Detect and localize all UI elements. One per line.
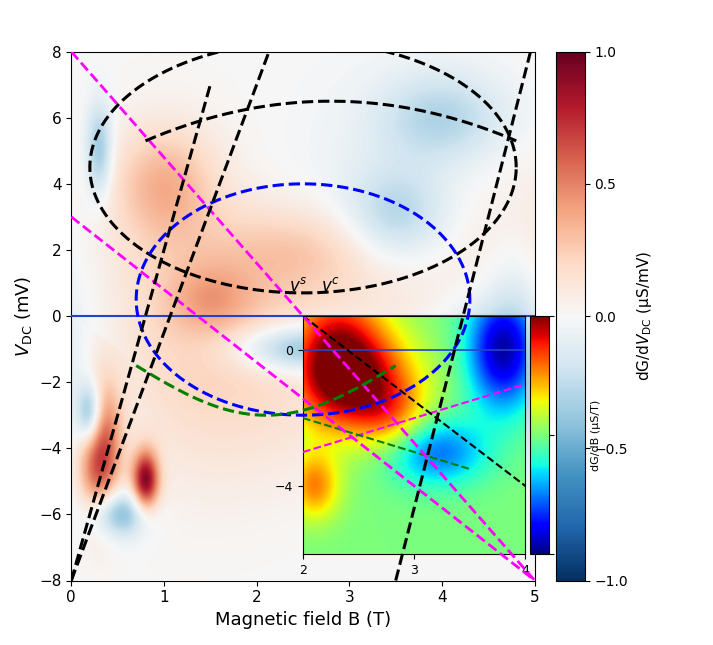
Y-axis label: dG/d$V_\mathrm{DC}$ (μS/mV): dG/d$V_\mathrm{DC}$ (μS/mV) — [635, 251, 654, 381]
Text: $v^s$: $v^s$ — [289, 277, 307, 295]
Y-axis label: $V_\mathrm{DC}$ (mV): $V_\mathrm{DC}$ (mV) — [13, 275, 34, 357]
Text: $v^c$: $v^c$ — [322, 277, 340, 295]
X-axis label: Magnetic field B (T): Magnetic field B (T) — [215, 611, 391, 629]
